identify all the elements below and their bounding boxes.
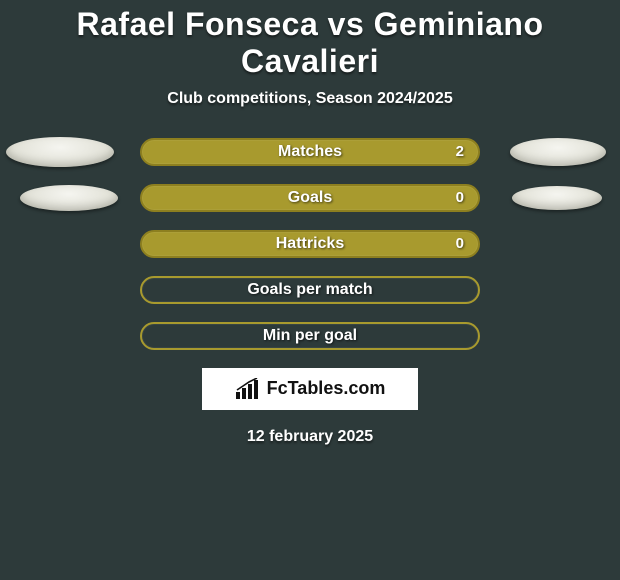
- stat-bar-goals-per-match: Goals per match: [140, 276, 480, 304]
- stat-label: Goals: [288, 189, 332, 207]
- player-left-ellipse: [6, 137, 114, 167]
- stat-bar-min-per-goal: Min per goal: [140, 322, 480, 350]
- stat-bar-hattricks: Hattricks 0: [140, 230, 480, 258]
- date-label: 12 february 2025: [0, 428, 620, 446]
- stat-row: Hattricks 0: [0, 230, 620, 258]
- stat-row: Goals per match: [0, 276, 620, 304]
- subtitle: Club competitions, Season 2024/2025: [0, 90, 620, 108]
- stat-label: Goals per match: [247, 281, 372, 299]
- player-right-ellipse: [512, 186, 602, 210]
- stat-row: Matches 2: [0, 138, 620, 166]
- stat-value: 0: [456, 235, 464, 252]
- brand-box: FcTables.com: [202, 368, 418, 410]
- stat-row: Min per goal: [0, 322, 620, 350]
- page-title: Rafael Fonseca vs Geminiano Cavalieri: [10, 6, 610, 80]
- brand-label: FcTables.com: [267, 378, 386, 399]
- stat-value: 0: [456, 189, 464, 206]
- bar-chart-icon: [235, 378, 261, 400]
- stat-rows: Matches 2 Goals 0 Hattricks 0 Goals per …: [0, 138, 620, 350]
- stat-value: 2: [456, 143, 464, 160]
- h2h-stats-card: Rafael Fonseca vs Geminiano Cavalieri Cl…: [0, 0, 620, 580]
- stat-bar-matches: Matches 2: [140, 138, 480, 166]
- stat-row: Goals 0: [0, 184, 620, 212]
- stat-bar-goals: Goals 0: [140, 184, 480, 212]
- player-left-ellipse: [20, 185, 118, 211]
- stat-label: Min per goal: [263, 327, 357, 345]
- player-right-ellipse: [510, 138, 606, 166]
- stat-label: Matches: [278, 143, 342, 161]
- stat-label: Hattricks: [276, 235, 344, 253]
